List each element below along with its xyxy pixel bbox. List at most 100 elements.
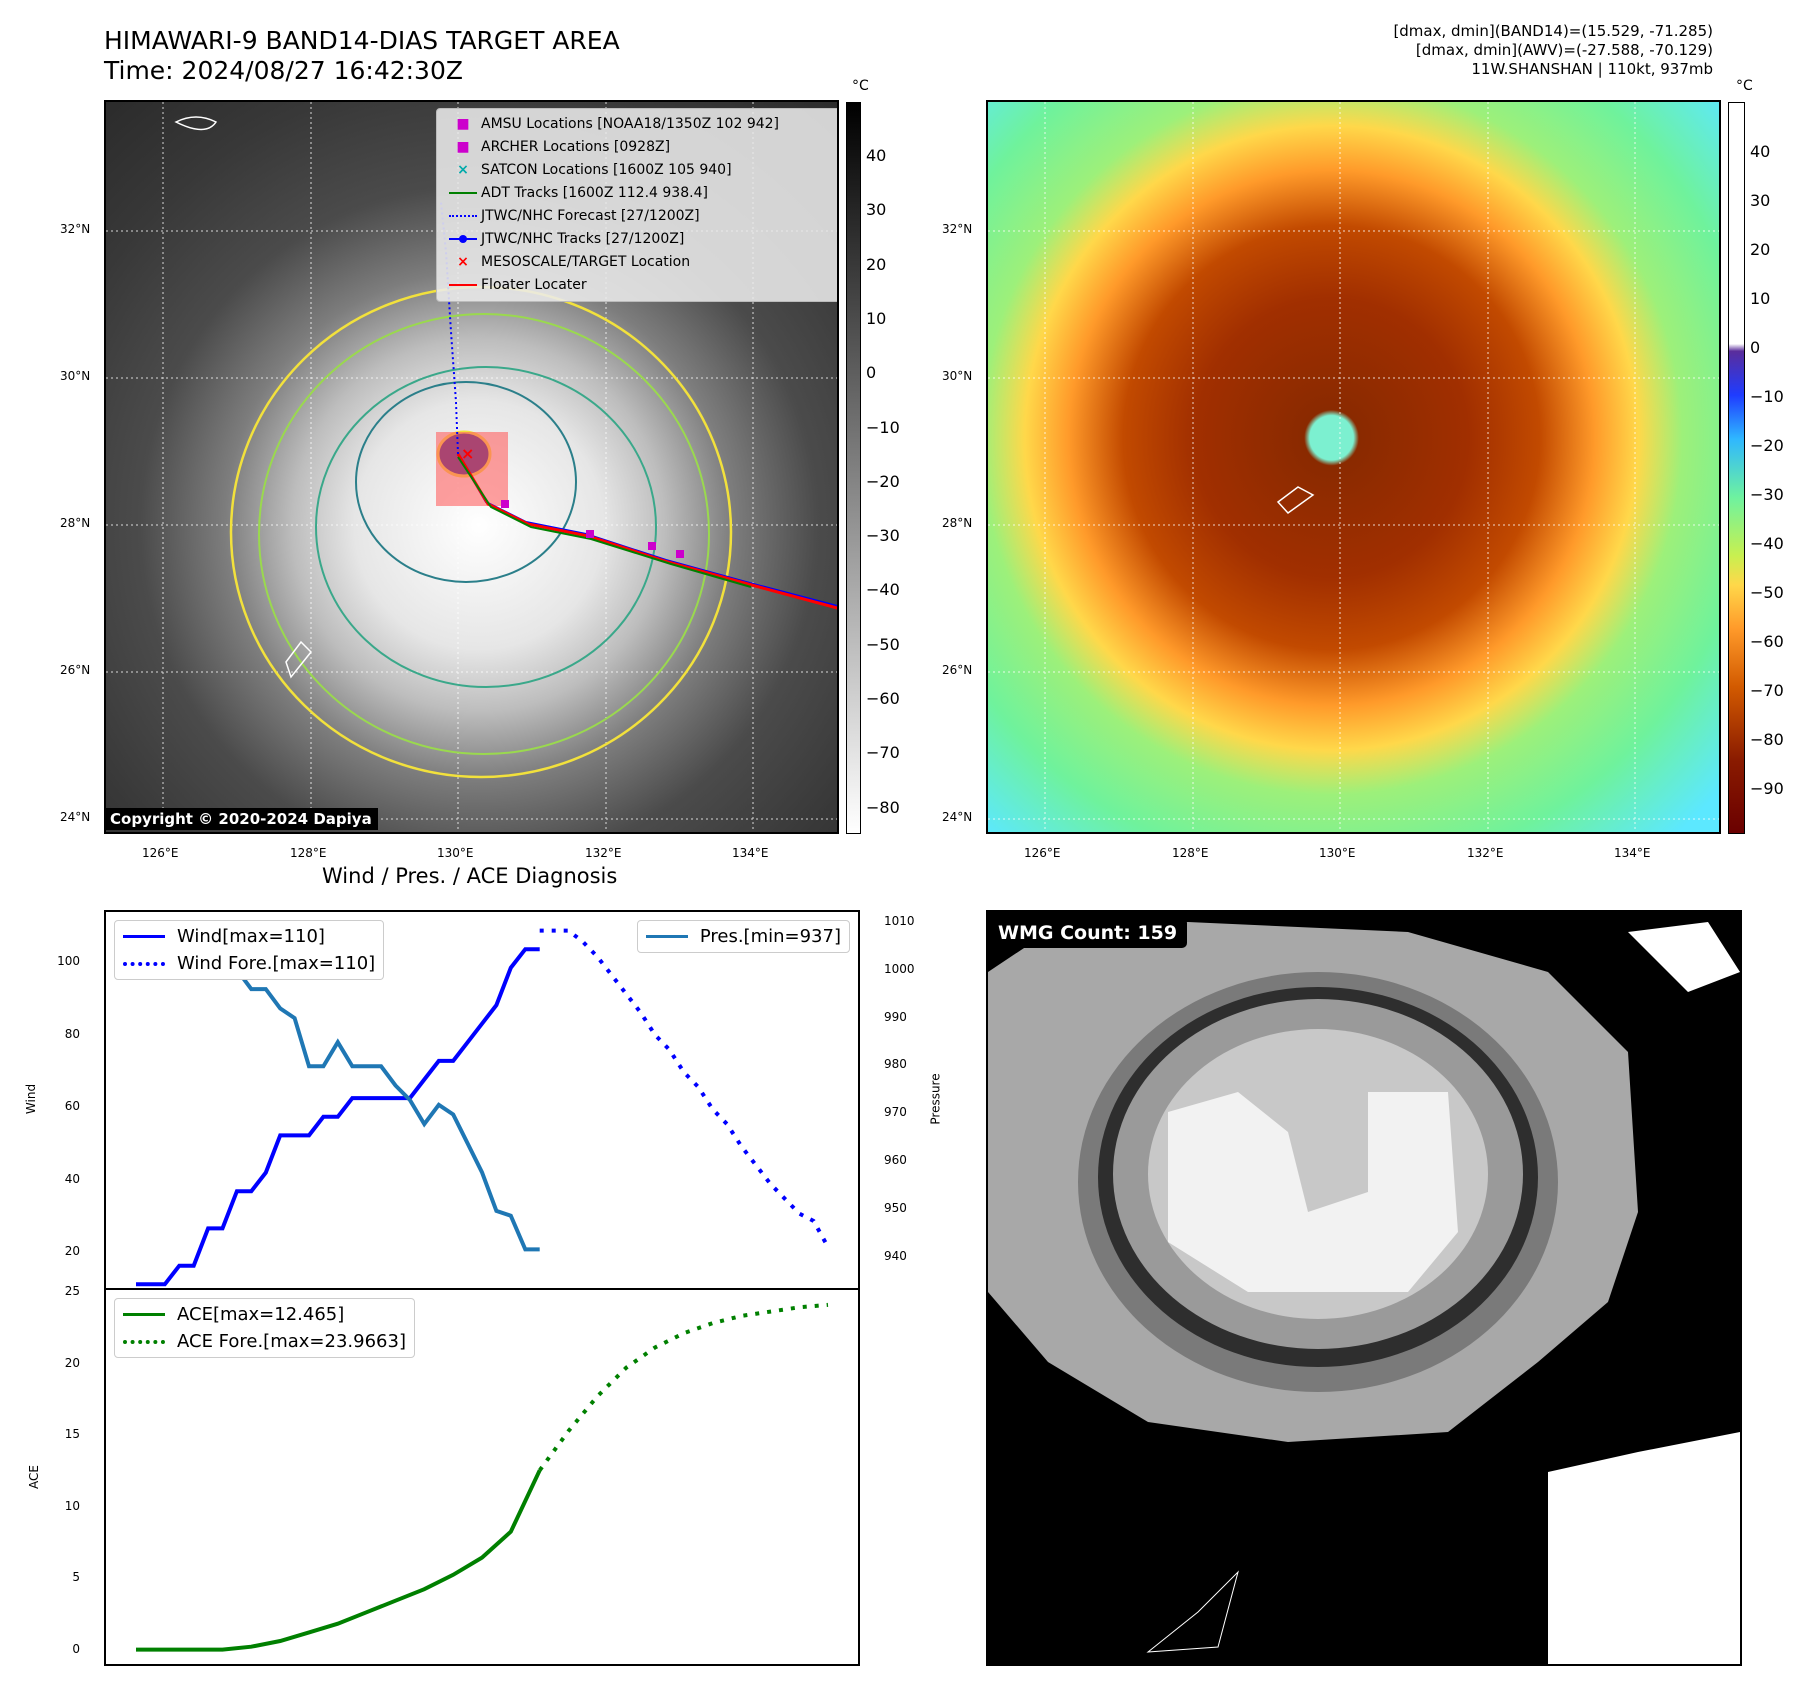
pressure-tick-label: 950 <box>884 1200 907 1215</box>
left-colorbar-tick: −80 <box>866 797 900 817</box>
colorbar-unit: °C <box>852 78 869 94</box>
ace-tick-label: 15 <box>64 1427 80 1441</box>
dotted-line-icon <box>123 1339 165 1344</box>
right-colorbar-tick: −70 <box>1750 681 1784 700</box>
wind-pressure-panel: Wind[max=110] Wind Fore.[max=110] Pres.[… <box>104 910 860 1290</box>
left-colorbar-tick: −30 <box>866 526 900 546</box>
wind-tick-label: 80 <box>64 1026 80 1041</box>
solid-line-icon <box>645 935 688 938</box>
page-title: HIMAWARI-9 BAND14-DIAS TARGET AREA Time: … <box>104 26 620 86</box>
legend-pres: Pres.[min=937] <box>645 923 841 950</box>
x-marker-icon: × <box>457 162 469 178</box>
lat-label: 32°N <box>60 222 91 236</box>
pressure-legend: Pres.[min=937] <box>636 920 850 953</box>
wmg-image <box>988 922 1740 1664</box>
series-line-ace-max- <box>136 1469 542 1652</box>
legend-ace-fore: ACE Fore.[max=23.9663] <box>123 1328 406 1355</box>
square-marker-icon: ■ <box>456 116 470 132</box>
wind-axis-label: Wind <box>24 1083 39 1115</box>
lon-label: 132°E <box>1467 846 1504 860</box>
info-line-2: [dmax, dmin](AWV)=(-27.588, -70.129) <box>1415 41 1713 59</box>
left-ir-map: × ■ AMSU Locations [NOAA18/1350Z 102 942]… <box>104 100 839 834</box>
legend-floater: Floater Locater <box>445 274 835 297</box>
legend-label: ACE[max=12.465] <box>177 1304 345 1325</box>
solid-line-icon <box>123 1313 165 1316</box>
right-colorbar-tick: 30 <box>1750 191 1771 210</box>
ace-tick-label: 5 <box>72 1570 80 1584</box>
pressure-axis-label: Pressure <box>928 1073 943 1125</box>
legend-label: Wind[max=110] <box>177 926 325 947</box>
title-line-2: Time: 2024/08/27 16:42:30Z <box>104 56 463 85</box>
legend-label: Floater Locater <box>481 277 587 293</box>
wind-tick-label: 40 <box>64 1171 80 1186</box>
wind-tick-label: 60 <box>64 1099 80 1113</box>
legend-wind-fore: Wind Fore.[max=110] <box>123 950 375 977</box>
legend-label: AMSU Locations [NOAA18/1350Z 102 942] <box>481 116 780 132</box>
lat-label: 24°N <box>942 810 973 824</box>
legend-target: × MESOSCALE/TARGET Location <box>445 251 835 274</box>
x-marker-icon: × <box>457 254 469 270</box>
left-colorbar-tick: −40 <box>866 580 900 600</box>
title-line-1: HIMAWARI-9 BAND14-DIAS TARGET AREA <box>104 26 620 55</box>
lon-label: 130°E <box>437 846 474 860</box>
left-map-overlay: × <box>106 102 837 832</box>
pressure-tick-label: 1010 <box>884 914 915 928</box>
diagnosis-title: Wind / Pres. / ACE Diagnosis <box>322 864 618 888</box>
lon-label: 132°E <box>585 846 622 860</box>
legend-label: SATCON Locations [1600Z 105 940] <box>481 162 732 178</box>
ace-tick-label: 25 <box>64 1284 80 1298</box>
right-colorbar-tick: −90 <box>1750 779 1784 798</box>
right-colorbar-tick: −20 <box>1750 436 1784 455</box>
ace-plot <box>136 1302 829 1652</box>
series-line-ace-fore-max- <box>538 1302 829 1472</box>
ace-legend: ACE[max=12.465] ACE Fore.[max=23.9663] <box>114 1298 415 1358</box>
left-colorbar-tick: 0 <box>866 363 877 383</box>
line-marker-icon <box>445 274 481 297</box>
legend-label: MESOSCALE/TARGET Location <box>481 254 691 270</box>
pressure-tick-label: 1000 <box>884 961 915 976</box>
legend-wind: Wind[max=110] <box>123 923 375 950</box>
lon-label: 130°E <box>1319 846 1356 860</box>
legend-jtwc-forecast: JTWC/NHC Forecast [27/1200Z] <box>445 205 835 228</box>
right-map-overlay <box>988 102 1719 832</box>
lat-label: 28°N <box>60 516 91 530</box>
left-colorbar-tick: −10 <box>866 417 900 437</box>
right-colorbar-tick: −60 <box>1750 632 1784 651</box>
lat-label: 32°N <box>942 222 973 236</box>
storm-info: [dmax, dmin](BAND14)=(15.529, -71.285) [d… <box>1393 22 1713 79</box>
series-line-wind-fore-max- <box>539 928 830 1248</box>
lat-label: 26°N <box>942 663 973 677</box>
lat-label: 30°N <box>60 369 91 383</box>
lon-label: 126°E <box>142 846 179 860</box>
legend-archer: ■ ARCHER Locations [0928Z] <box>445 136 835 159</box>
legend-adt: ADT Tracks [1600Z 112.4 938.4] <box>445 182 835 205</box>
right-colorbar-tick: 0 <box>1750 338 1761 357</box>
right-colorbar-tick: −30 <box>1750 485 1784 504</box>
pressure-tick-label: 990 <box>884 1009 907 1024</box>
right-colorbar-tick: −40 <box>1750 534 1784 553</box>
left-colorbar-tick: 30 <box>866 200 887 220</box>
left-colorbar-tick: −70 <box>866 743 900 763</box>
legend-label: Wind Fore.[max=110] <box>177 953 376 974</box>
dotted-line-icon <box>445 205 481 228</box>
lat-label: 26°N <box>60 663 91 677</box>
right-colorbar-tick: −50 <box>1750 583 1784 602</box>
info-line-3: 11W.SHANSHAN | 110kt, 937mb <box>1471 60 1713 78</box>
lon-label: 134°E <box>1614 846 1651 860</box>
right-colorbar-tick: 40 <box>1750 142 1771 161</box>
legend-amsu: ■ AMSU Locations [NOAA18/1350Z 102 942] <box>445 113 835 136</box>
left-colorbar-tick: 10 <box>866 308 887 328</box>
left-colorbar <box>846 102 861 834</box>
info-line-1: [dmax, dmin](BAND14)=(15.529, -71.285) <box>1393 22 1713 40</box>
legend-label: ACE Fore.[max=23.9663] <box>177 1331 406 1352</box>
wmg-count-badge: WMG Count: 159 <box>988 918 1188 948</box>
solid-line-icon <box>123 935 165 938</box>
lat-label: 28°N <box>942 516 973 530</box>
ace-panel: ACE[max=12.465] ACE Fore.[max=23.9663] <box>104 1288 860 1666</box>
square-marker-icon: ■ <box>456 139 470 155</box>
line-dot-icon <box>445 228 481 251</box>
right-colorbar-tick: −80 <box>1750 730 1784 749</box>
lon-label: 126°E <box>1024 846 1061 860</box>
ace-axis-label: ACE <box>26 1465 41 1489</box>
right-colorbar <box>1728 102 1745 834</box>
